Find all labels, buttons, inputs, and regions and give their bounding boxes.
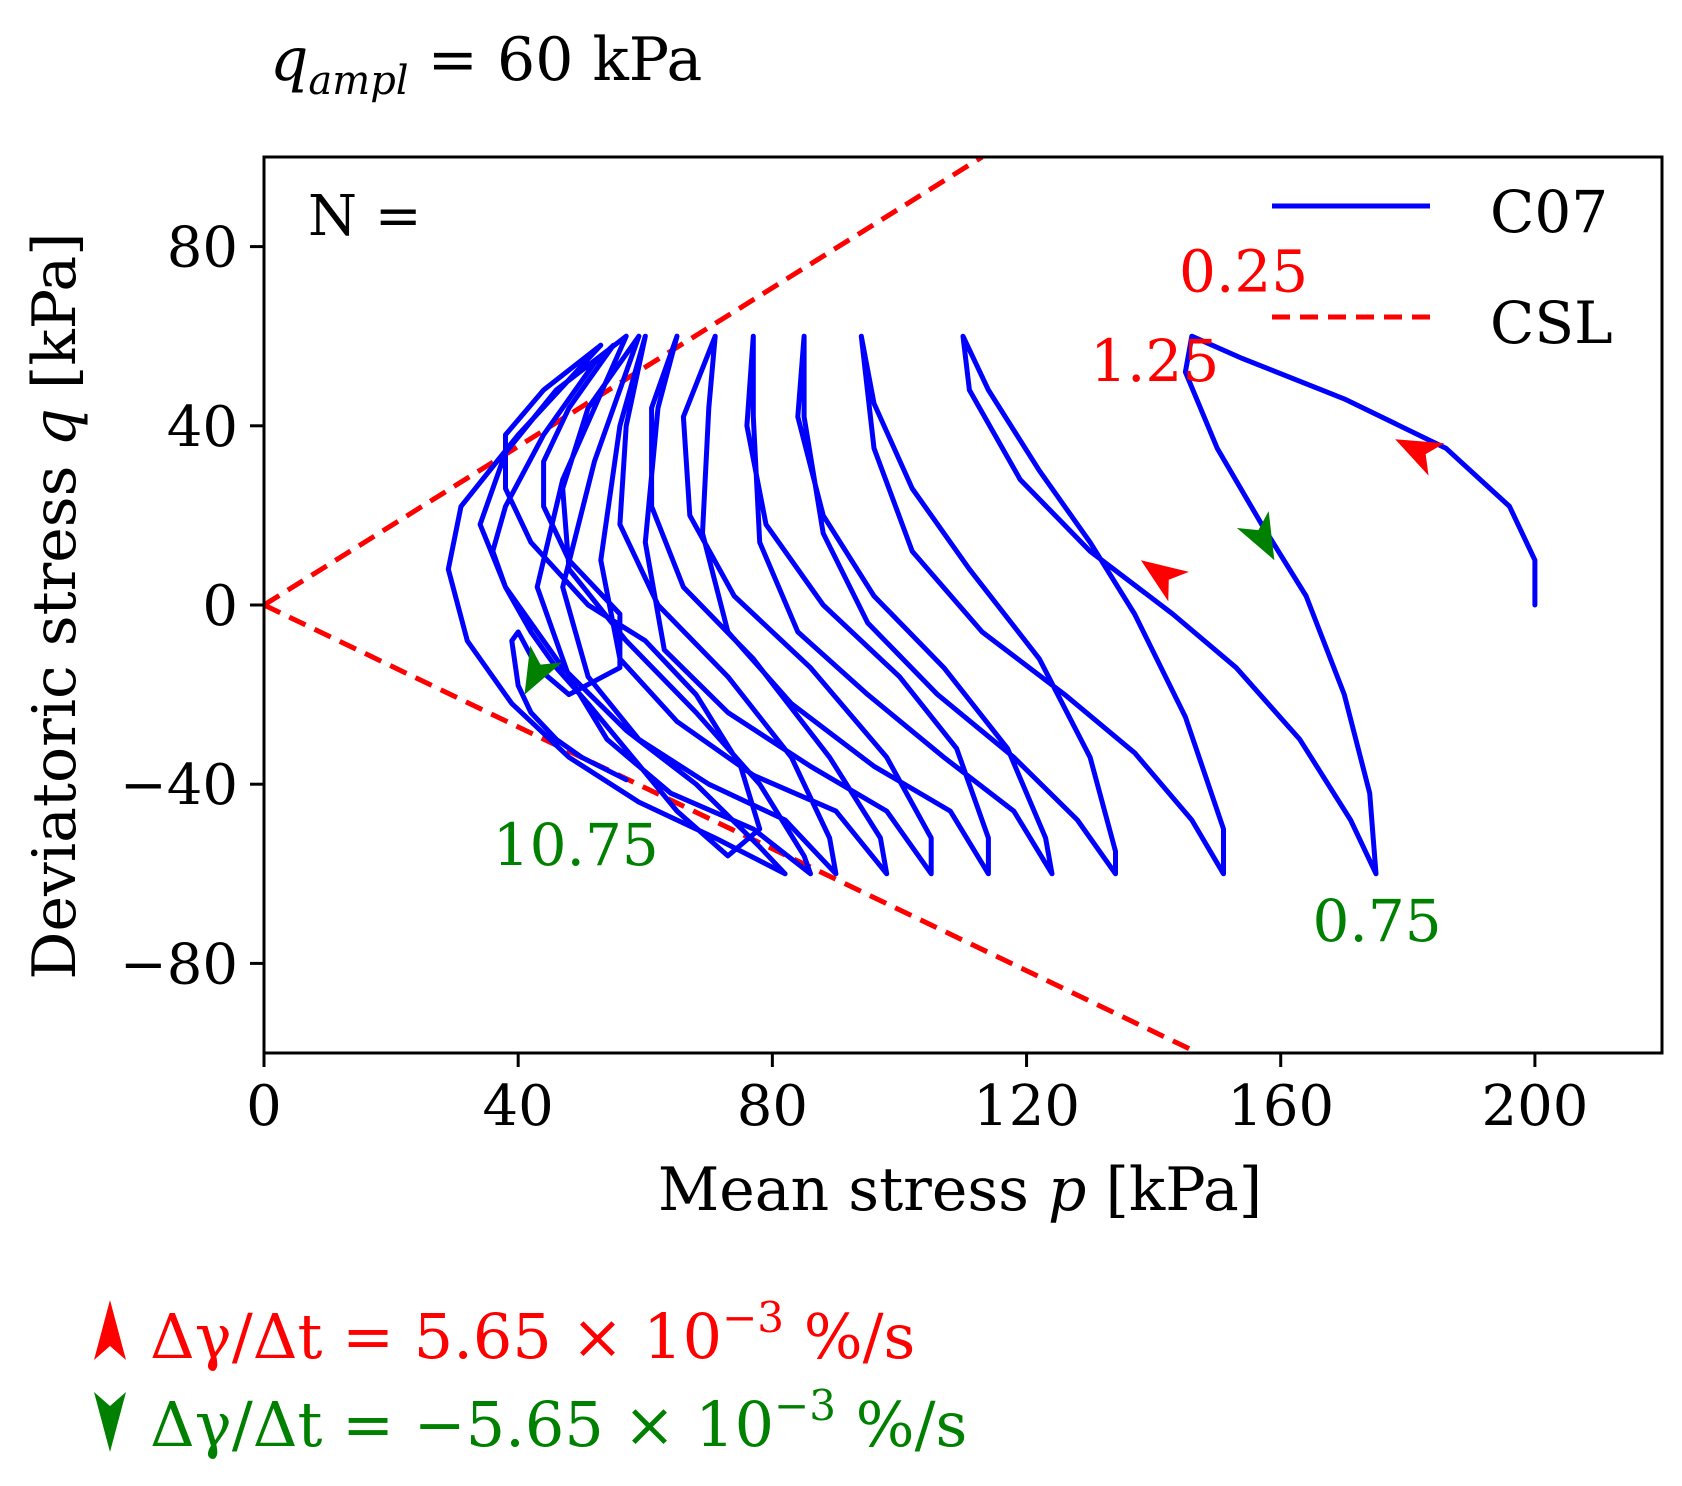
y-tick-label: 0 [202,574,238,639]
y-axis-label: Deviatoric stress q [kPa] [20,232,90,979]
loading-arrow-icon [1140,560,1189,602]
plot-area [264,157,1538,1053]
rate-legend: Δγ/Δt = 5.65 × 10−3 %/s Δγ/Δt = −5.65 × … [94,1293,967,1461]
y-tick-label: −80 [120,932,238,997]
x-tick-label: 80 [737,1074,808,1139]
cycle-label: 10.75 [493,811,659,879]
n-label: N = [308,184,422,249]
x-axis-label: Mean stress p [kPa] [658,1155,1262,1225]
plot-frame [262,155,1664,1055]
loading-arrow-icon [1395,439,1445,476]
y-tick-label: 40 [167,395,238,460]
legend-c07-label: C07 [1490,178,1608,246]
unloading-arrow-icon [1236,511,1275,561]
axes: 0 40 80 120 160 200 80 40 0 −40 −80 [120,155,1664,1139]
legend-csl-label: CSL [1490,289,1613,357]
x-tick-label: 40 [483,1074,554,1139]
rate-up-arrow-icon [94,1300,126,1360]
csl-line-1 [264,602,1200,1053]
x-tick-label: 0 [246,1074,282,1139]
x-tick-label: 160 [1227,1074,1334,1139]
x-tick-label: 200 [1481,1074,1588,1139]
c07-stress-path [445,333,1538,877]
y-tick-label: 80 [167,216,238,281]
y-tick-label: −40 [120,753,238,818]
legend: C07 CSL [1272,178,1613,357]
rate-legend-unloading: Δγ/Δt = −5.65 × 10−3 %/s [150,1381,967,1461]
cycle-label: 0.25 [1179,237,1308,305]
cycle-label: 1.25 [1090,327,1219,395]
cycle-labels: 0.25 1.25 0.75 10.75 [493,237,1442,955]
chart-title: qampl = 60 kPa [270,25,702,104]
unloading-arrow-icon [524,645,563,695]
x-tick-label: 120 [973,1074,1080,1139]
rate-legend-loading: Δγ/Δt = 5.65 × 10−3 %/s [150,1293,915,1373]
cycle-label: 0.75 [1313,887,1442,955]
rate-down-arrow-icon [94,1392,126,1452]
